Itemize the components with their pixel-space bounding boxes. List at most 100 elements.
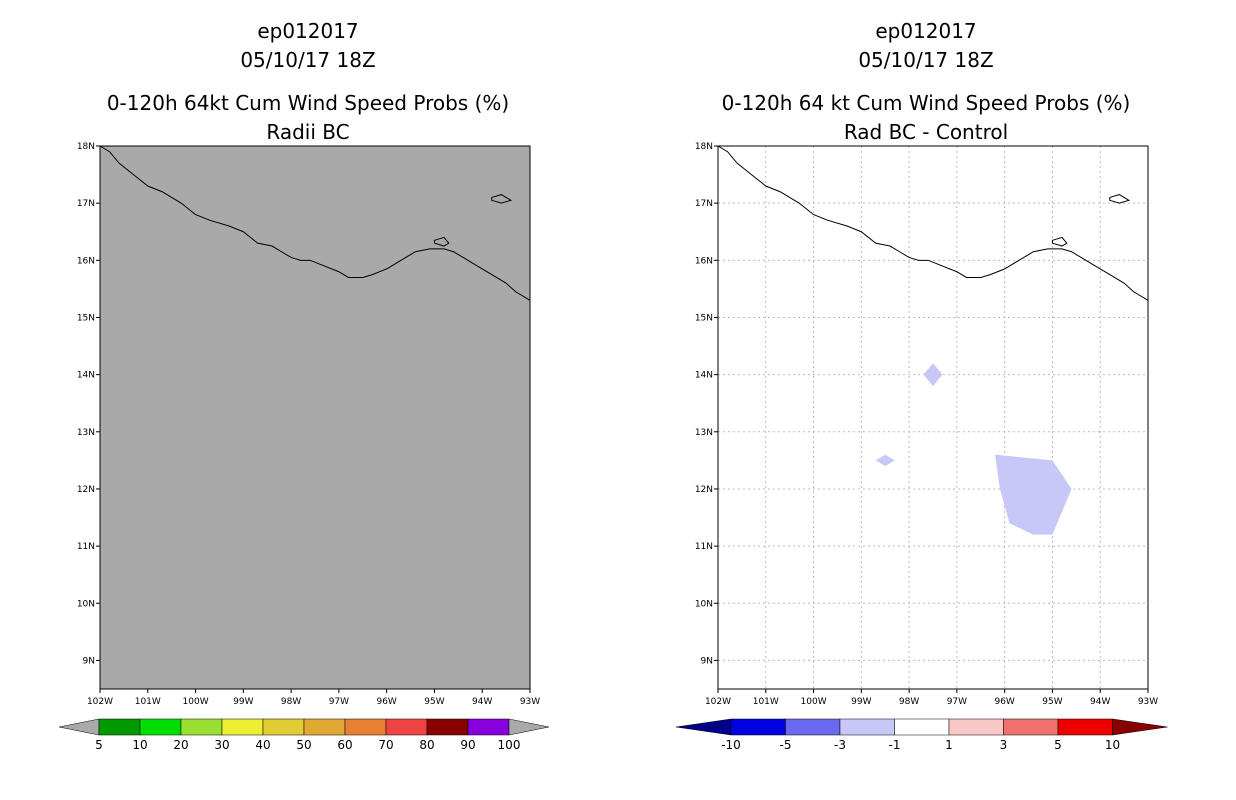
- right-colorbar-label: -10: [721, 738, 741, 752]
- right-x-tick-label: 94W: [1090, 697, 1110, 707]
- right-colorbar-swatch: [894, 718, 950, 736]
- right-x-tick-label: 95W: [1042, 697, 1062, 707]
- right-x-tick-label: 97W: [947, 697, 967, 707]
- left-x-tick-label: 100W: [183, 697, 209, 707]
- left-colorbar-swatch: [221, 718, 264, 736]
- right-colorbar-label: -5: [780, 738, 792, 752]
- left-x-tick-label: 98W: [281, 697, 301, 707]
- left-coastline-mainland: [99, 145, 531, 301]
- right-datetime: 05/10/17 18Z: [858, 48, 993, 72]
- right-colorbar-swatch: [839, 718, 895, 736]
- right-map-frame: [717, 145, 1149, 690]
- right-difference-regions: [875, 363, 1072, 535]
- right-colorbar-swatch: [1057, 718, 1113, 736]
- left-colorbar: 5 10 20 30 40 50 60 70 80 90 100: [58, 718, 550, 752]
- left-colorbar-label: 90: [460, 738, 475, 752]
- right-y-tick-label: 14N: [695, 371, 713, 381]
- right-storm-id: ep012017: [875, 19, 976, 43]
- right-colorbar-label: -3: [834, 738, 846, 752]
- left-colorbar-label: 100: [498, 738, 521, 752]
- left-y-tick-label: 13N: [77, 428, 95, 438]
- left-y-tick-label: 11N: [77, 542, 95, 552]
- left-x-tick-label: 101W: [135, 697, 161, 707]
- right-panel: ep012017 05/10/17 18Z 0-120h 64 kt Cum W…: [675, 19, 1168, 752]
- left-x-tick-label: 95W: [424, 697, 444, 707]
- right-colorbar-swatch: [1003, 718, 1059, 736]
- left-x-tick-label: 97W: [329, 697, 349, 707]
- right-x-tick-label: 98W: [899, 697, 919, 707]
- left-colorbar-end-low: [58, 718, 100, 736]
- left-coastline: [99, 145, 531, 301]
- right-lagoon: [1051, 236, 1068, 247]
- left-colorbar-swatch: [344, 718, 387, 736]
- left-datetime: 05/10/17 18Z: [240, 48, 375, 72]
- left-x-tick-label: 102W: [87, 697, 113, 707]
- right-colorbar: -10 -5 -3 -1 1 3 5 10: [675, 718, 1168, 752]
- left-colorbar-swatch: [303, 718, 346, 736]
- right-colorbar-end-low: [675, 718, 732, 736]
- left-colorbar-swatch: [180, 718, 223, 736]
- left-colorbar-label: 5: [95, 738, 103, 752]
- left-y-tick-label: 18N: [77, 142, 95, 152]
- right-map-background: [718, 146, 1148, 689]
- right-colorbar-swatch: [948, 718, 1004, 736]
- left-colorbar-label: 30: [214, 738, 229, 752]
- left-colorbar-label: 20: [173, 738, 188, 752]
- difference-region: [995, 454, 1072, 535]
- right-y-tick-label: 12N: [695, 485, 713, 495]
- right-axes: 102W 101W 100W 99W 98W 97W 96W 95W 94W 93W 18N 17N 1…: [695, 142, 1158, 707]
- right-colorbar-label: 5: [1054, 738, 1062, 752]
- right-gridlines: [718, 146, 1148, 689]
- right-y-tick-label: 9N: [701, 656, 713, 666]
- left-y-tick-label: 10N: [77, 599, 95, 609]
- left-panel: ep012017 05/10/17 18Z 0-120h 64kt Cum Wi…: [58, 19, 550, 752]
- right-x-tick-label: 100W: [801, 697, 827, 707]
- right-y-tick-label: 13N: [695, 428, 713, 438]
- right-island: [1109, 194, 1131, 204]
- right-coastline: [717, 145, 1149, 301]
- left-y-tick-label: 14N: [77, 371, 95, 381]
- left-x-tick-label: 96W: [376, 697, 396, 707]
- left-colorbar-swatch: [426, 718, 469, 736]
- right-y-tick-label: 18N: [695, 142, 713, 152]
- right-colorbar-label: 10: [1105, 738, 1120, 752]
- left-y-tick-label: 16N: [77, 256, 95, 266]
- left-colorbar-label: 60: [337, 738, 352, 752]
- left-y-tick-label: 12N: [77, 485, 95, 495]
- left-title: 0-120h 64kt Cum Wind Speed Probs (%): [107, 91, 509, 115]
- right-colorbar-label: 3: [1000, 738, 1008, 752]
- left-colorbar-swatch: [262, 718, 305, 736]
- right-x-tick-label: 102W: [705, 697, 731, 707]
- left-colorbar-swatch: [139, 718, 182, 736]
- right-colorbar-end-high: [1112, 718, 1168, 736]
- left-y-tick-label: 17N: [77, 199, 95, 209]
- left-colorbar-label: 10: [132, 738, 147, 752]
- right-coastline-mainland: [717, 145, 1149, 301]
- right-x-tick-label: 99W: [851, 697, 871, 707]
- left-subtitle: Radii BC: [266, 120, 349, 144]
- left-colorbar-end-high: [508, 718, 550, 736]
- right-y-tick-label: 10N: [695, 599, 713, 609]
- right-y-tick-label: 16N: [695, 256, 713, 266]
- left-axes: 102W 101W 100W 99W 98W 97W 96W 95W 94W 93W 18N 17N 1…: [77, 142, 540, 707]
- difference-region: [875, 454, 895, 467]
- left-colorbar-label: 70: [378, 738, 393, 752]
- right-y-tick-label: 17N: [695, 199, 713, 209]
- left-y-tick-label: 9N: [83, 656, 95, 666]
- left-y-tick-label: 15N: [77, 313, 95, 323]
- left-colorbar-swatch: [98, 718, 141, 736]
- right-colorbar-swatch: [730, 718, 786, 736]
- left-lagoon: [433, 236, 450, 247]
- right-y-tick-label: 15N: [695, 313, 713, 323]
- right-x-tick-label: 93W: [1138, 697, 1158, 707]
- left-colorbar-label: 40: [255, 738, 270, 752]
- right-colorbar-label: 1: [945, 738, 953, 752]
- left-x-tick-label: 99W: [233, 697, 253, 707]
- right-title: 0-120h 64 kt Cum Wind Speed Probs (%): [722, 91, 1131, 115]
- right-y-tick-label: 11N: [695, 542, 713, 552]
- left-map-background: [100, 146, 530, 689]
- right-x-tick-label: 96W: [994, 697, 1014, 707]
- left-colorbar-label: 50: [296, 738, 311, 752]
- right-colorbar-swatch: [785, 718, 841, 736]
